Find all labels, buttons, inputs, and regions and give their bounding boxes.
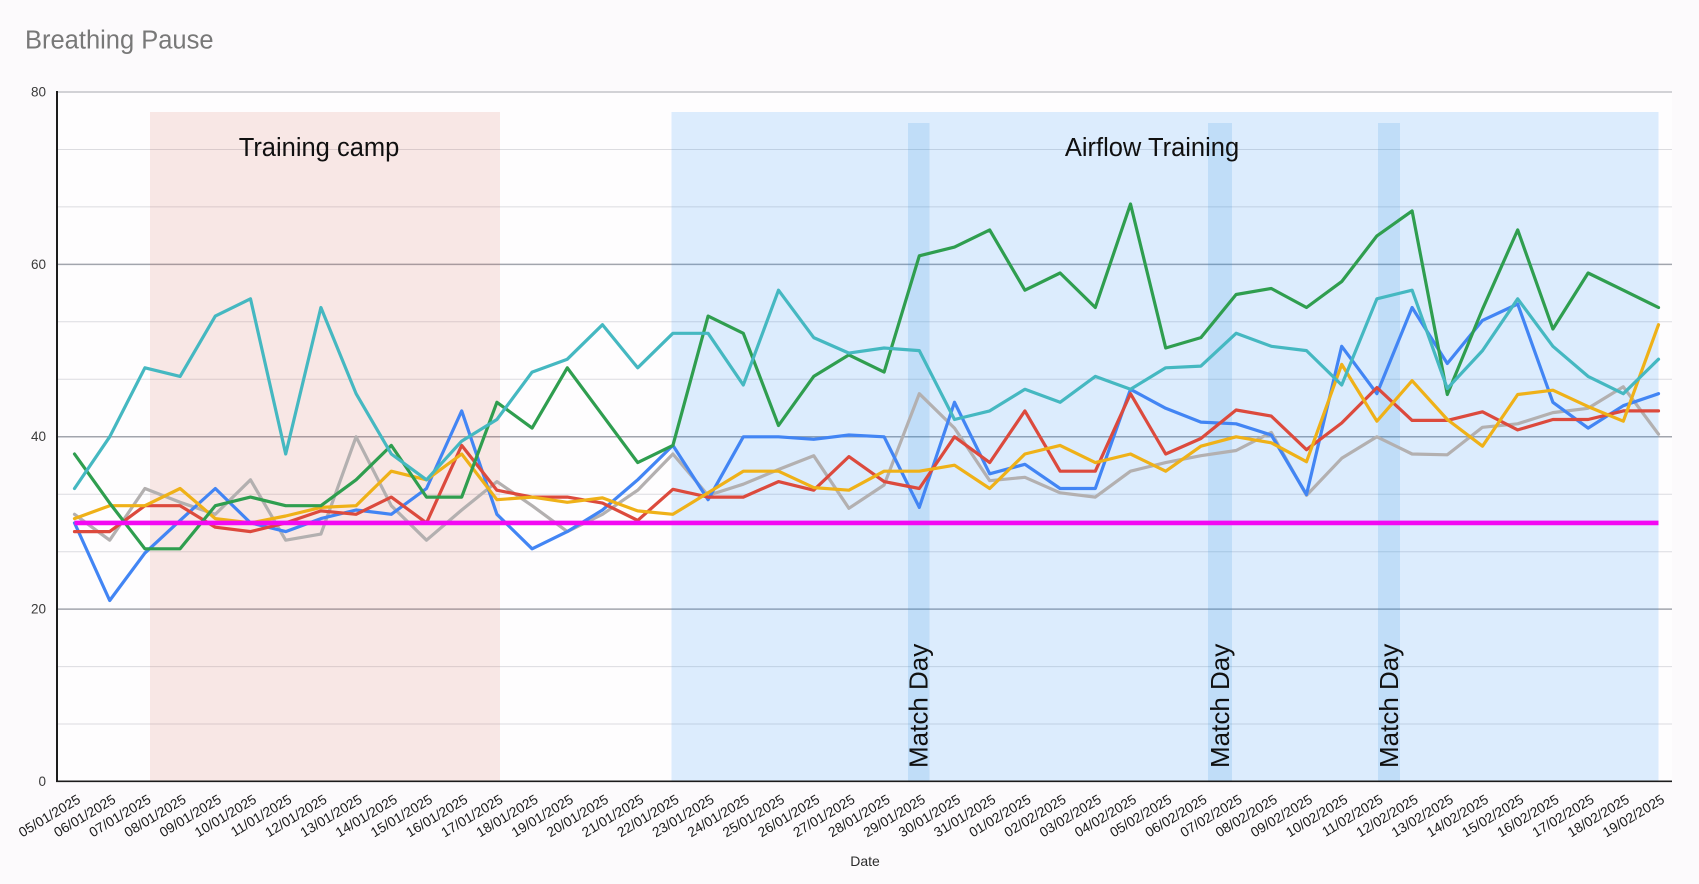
- svg-text:60: 60: [31, 257, 46, 272]
- svg-text:0: 0: [38, 774, 46, 789]
- svg-text:40: 40: [31, 429, 46, 444]
- svg-text:20: 20: [31, 602, 46, 617]
- svg-text:Match Day: Match Day: [904, 644, 934, 768]
- svg-text:Date: Date: [850, 853, 880, 869]
- svg-text:Match Day: Match Day: [1374, 644, 1404, 768]
- svg-text:Training camp: Training camp: [239, 134, 400, 162]
- svg-text:Match Day: Match Day: [1205, 644, 1235, 768]
- svg-text:Breathing Pause: Breathing Pause: [25, 27, 214, 55]
- svg-text:80: 80: [31, 85, 46, 100]
- svg-text:Airflow Training: Airflow Training: [1065, 134, 1239, 162]
